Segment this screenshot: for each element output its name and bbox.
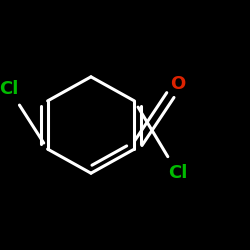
- Text: O: O: [170, 75, 185, 93]
- Text: Cl: Cl: [0, 80, 19, 98]
- Text: Cl: Cl: [168, 164, 188, 182]
